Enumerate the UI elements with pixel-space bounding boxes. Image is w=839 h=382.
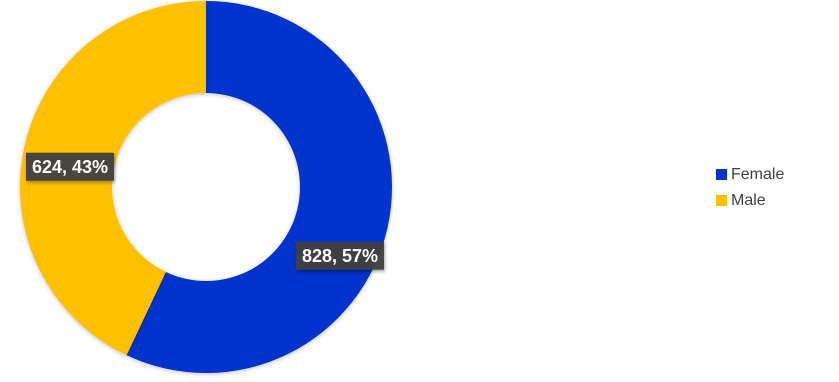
chart-legend: Female Male <box>716 163 831 215</box>
data-label-box-female <box>295 241 385 270</box>
data-label-female: 828, 57% <box>295 241 385 270</box>
data-label-text-female: 828, 57% <box>302 246 378 266</box>
data-label-text-male: 624, 43% <box>32 157 108 177</box>
data-label-male: 624, 43% <box>25 152 115 181</box>
legend-label-male: Male <box>731 191 766 209</box>
data-label-box-male <box>25 152 115 181</box>
legend-item-male: Male <box>716 189 831 212</box>
legend-label-female: Female <box>731 165 785 183</box>
slice-female <box>126 1 392 373</box>
legend-swatch-female <box>716 169 727 180</box>
legend-swatch-male <box>716 195 727 206</box>
slice-male <box>19 1 206 356</box>
legend-item-female: Female <box>716 163 831 186</box>
